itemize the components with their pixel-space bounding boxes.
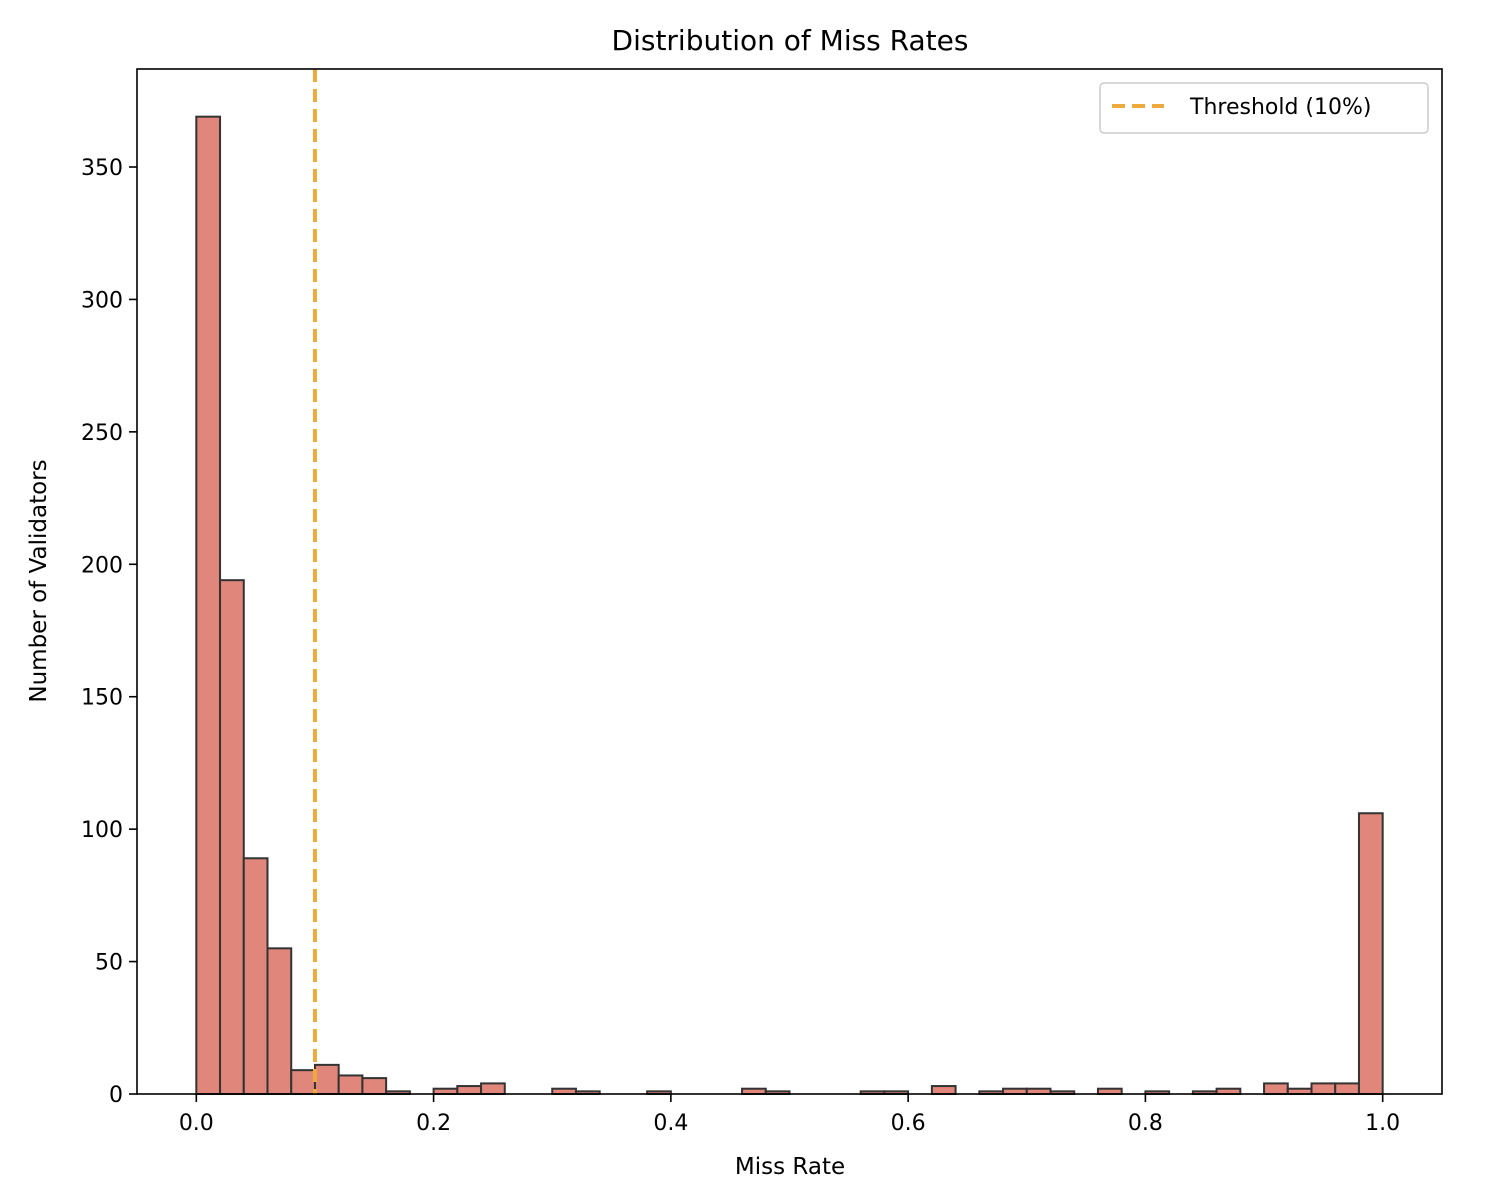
y-tick-label: 300 — [81, 288, 123, 313]
histogram-bar — [1357, 812, 1384, 1096]
histogram-bar — [219, 579, 245, 1095]
y-tick-label: 350 — [81, 156, 123, 181]
histogram-bar — [361, 1077, 388, 1095]
histogram-bar — [195, 115, 222, 1095]
y-tick-label: 0 — [109, 1083, 123, 1108]
y-axis-label: Number of Validators — [26, 459, 52, 702]
x-axis-label: Miss Rate — [735, 1154, 845, 1180]
plot-frame — [136, 68, 1443, 1095]
y-tick-label: 250 — [81, 421, 123, 446]
histogram-bar — [290, 1069, 316, 1096]
y-tick-label: 50 — [95, 951, 123, 976]
x-tick-label: 0.4 — [653, 1111, 688, 1136]
y-axis-ticks: 0 50 100 150 200 250 300 350 — [81, 156, 137, 1108]
y-tick-label: 200 — [81, 553, 123, 578]
legend: Threshold (10%) — [1099, 82, 1429, 134]
legend-threshold-label: Threshold (10%) — [1189, 95, 1371, 120]
histogram-bar — [1334, 1082, 1360, 1095]
histogram-bar — [930, 1085, 957, 1096]
histogram-bar — [456, 1085, 483, 1096]
x-tick-label: 0.8 — [1128, 1111, 1163, 1136]
y-tick-label: 150 — [81, 686, 123, 711]
x-tick-label: 0.2 — [416, 1111, 451, 1136]
x-tick-label: 0.0 — [179, 1111, 214, 1136]
legend-box — [1099, 82, 1429, 134]
y-tick-label: 100 — [81, 818, 123, 843]
histogram-bar — [1263, 1082, 1289, 1095]
x-tick-label: 1.0 — [1365, 1111, 1400, 1136]
bars-layer — [195, 115, 1384, 1096]
x-tick-label: 0.6 — [891, 1111, 926, 1136]
histogram-bar — [313, 1063, 340, 1095]
histogram-bar — [337, 1074, 364, 1096]
histogram-bar — [1310, 1082, 1337, 1095]
chart-title: Distribution of Miss Rates — [612, 24, 969, 57]
histogram-bar — [242, 857, 269, 1095]
histogram-bar — [480, 1082, 506, 1095]
x-axis-ticks: 0.0 0.2 0.4 0.6 0.8 1.0 — [179, 1094, 1400, 1136]
histogram-bar — [266, 947, 293, 1096]
